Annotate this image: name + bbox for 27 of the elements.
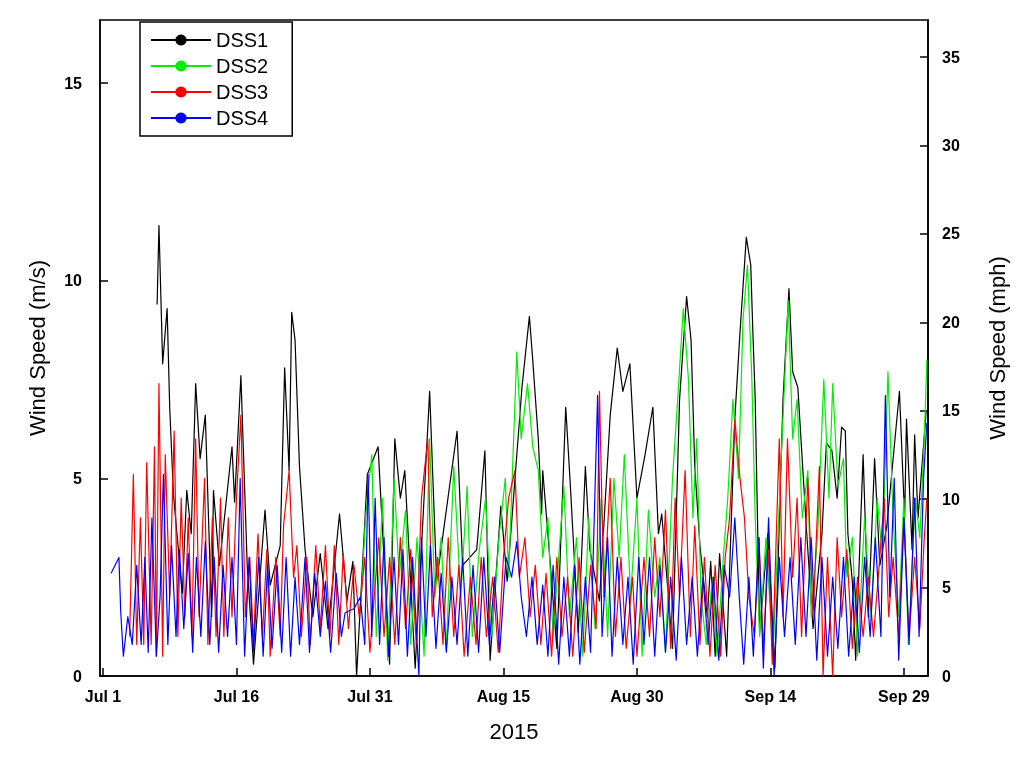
x-axis-title: 2015	[489, 718, 539, 744]
x-tick-label: Jul 1	[84, 687, 122, 705]
y2-tick-label: 25	[942, 225, 960, 243]
x-tick-label: Sep 14	[744, 687, 797, 705]
legend-label: DSS2	[216, 55, 269, 77]
y2-axis-title: Wind Speed (mph)	[984, 256, 1010, 440]
x-tick-label: Aug 30	[610, 687, 664, 705]
legend-label: DSS3	[216, 81, 269, 103]
y-tick-label: 15	[64, 74, 83, 92]
line-series	[360, 264, 928, 661]
y-tick-label: 5	[73, 469, 83, 487]
legend-label: DSS1	[216, 29, 269, 51]
y2-tick-label: 30	[942, 137, 960, 155]
y2-tick-label: 0	[942, 667, 951, 685]
x-tick-label: Sep 29	[878, 687, 930, 705]
y-tick-label: 10	[64, 272, 83, 290]
y2-tick-label: 15	[942, 402, 960, 420]
x-tick-label: Aug 15	[476, 687, 531, 705]
y-tick-label: 0	[73, 667, 83, 685]
x-tick-label: Jul 31	[347, 687, 393, 705]
y2-tick-label: 5	[942, 579, 951, 597]
y2-tick-label: 35	[942, 48, 960, 66]
x-tick-label: Jul 16	[213, 687, 260, 705]
y2-tick-label: 10	[942, 490, 960, 508]
legend-label: DSS4	[216, 107, 269, 129]
y2-tick-label: 20	[942, 313, 960, 331]
y-axis-title: Wind Speed (m/s)	[24, 259, 50, 437]
